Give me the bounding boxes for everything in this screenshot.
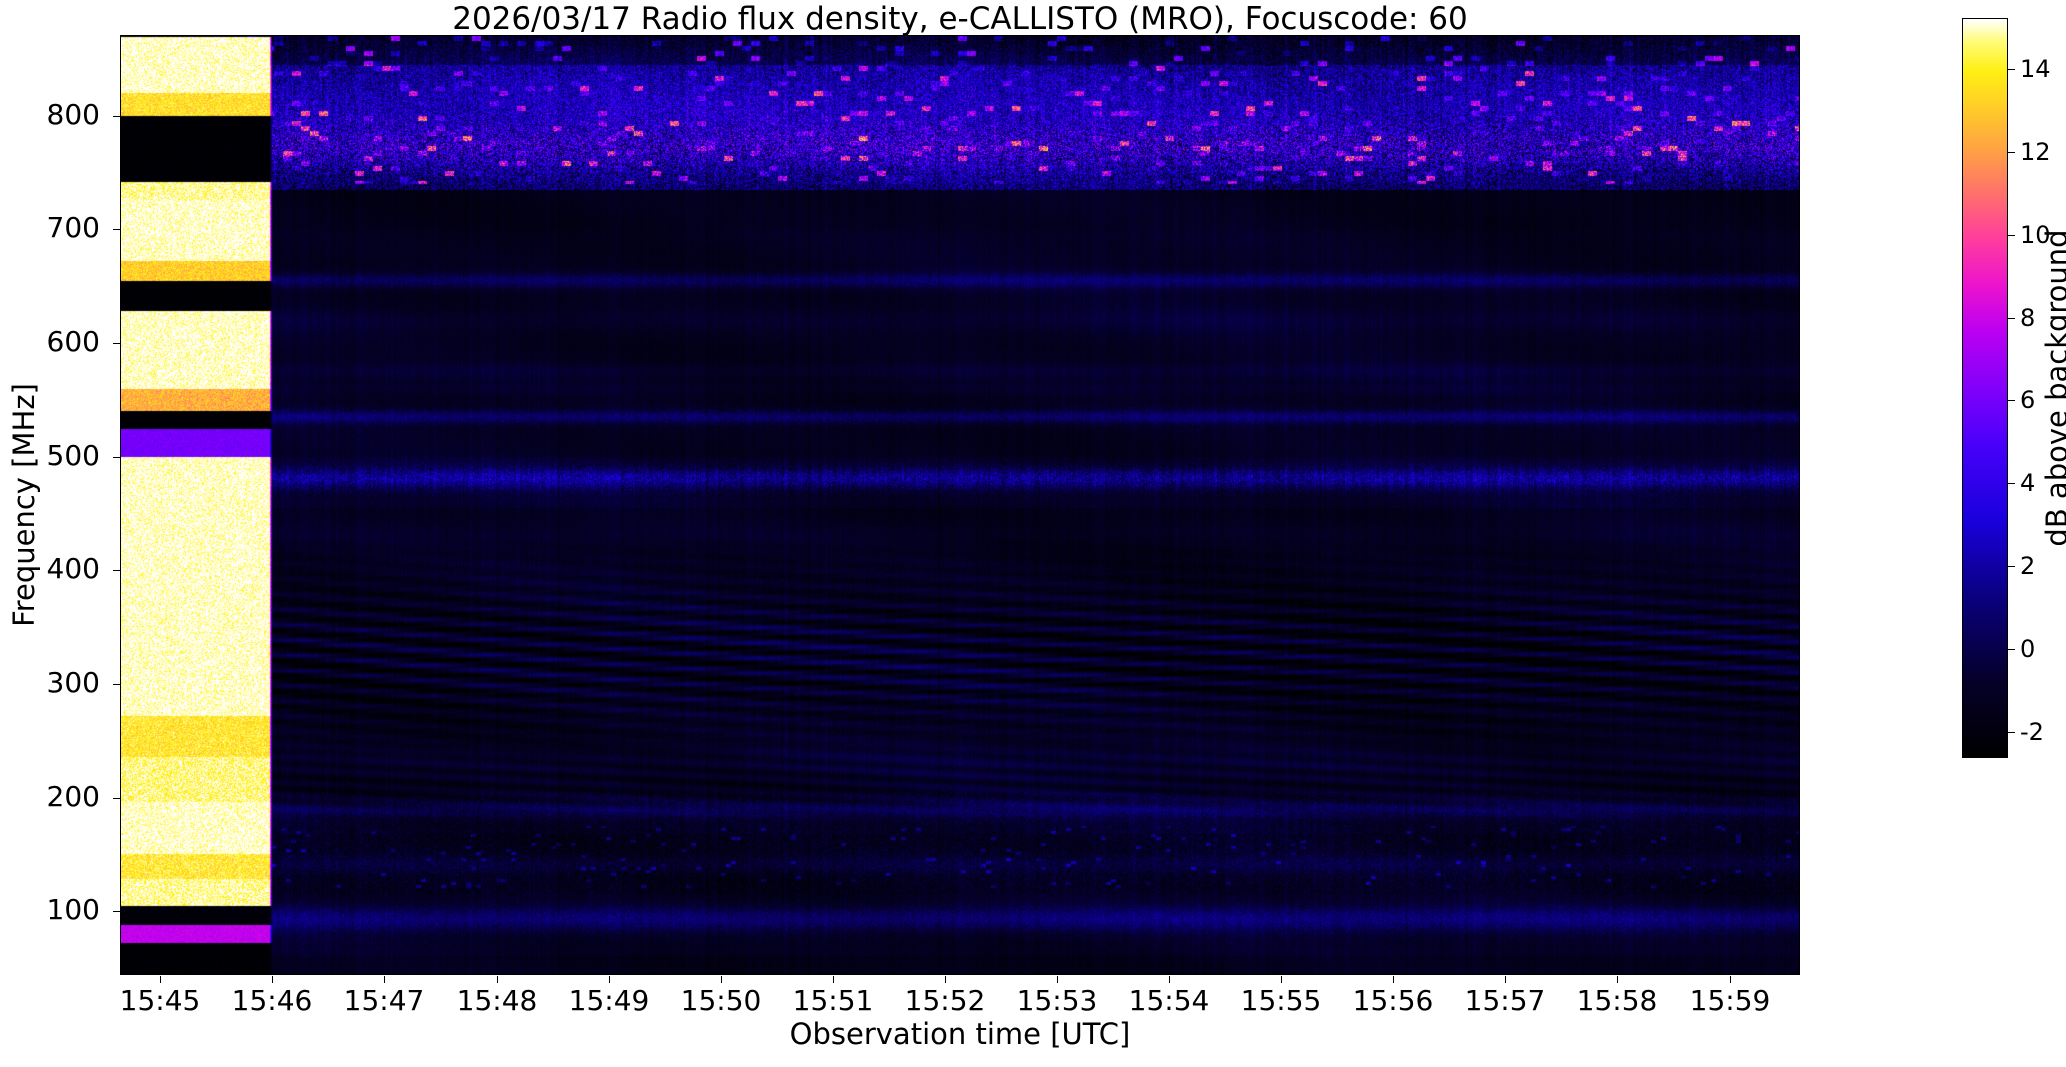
x-tick-mark: [272, 976, 273, 983]
colorbar-tick-mark: [2008, 649, 2015, 650]
x-tick-mark: [160, 976, 161, 983]
x-tick-label: 15:45: [119, 984, 201, 1017]
colorbar-tick-label: 10: [2020, 221, 2051, 249]
x-tick-mark: [1057, 976, 1058, 983]
x-tick-mark: [497, 976, 498, 983]
x-tick-label: 15:48: [456, 984, 538, 1017]
colorbar-tick-mark: [2008, 152, 2015, 153]
colorbar-label: dB above background: [2040, 229, 2066, 547]
y-tick-mark: [113, 229, 120, 230]
colorbar-tick-label: 6: [2020, 386, 2036, 414]
colorbar-tick-label: 8: [2020, 304, 2036, 332]
x-tick-mark: [1505, 976, 1506, 983]
x-tick-label: 15:58: [1576, 984, 1658, 1017]
y-axis-label: Frequency [MHz]: [7, 383, 41, 627]
colorbar-tick-label: 14: [2020, 55, 2051, 83]
x-tick-label: 15:56: [1352, 984, 1434, 1017]
y-tick-mark: [113, 457, 120, 458]
y-tick-mark: [113, 911, 120, 912]
y-tick-label: 200: [46, 780, 100, 813]
spectrogram-image: [121, 36, 1799, 974]
x-tick-label: 15:55: [1240, 984, 1322, 1017]
y-tick-label: 100: [46, 893, 100, 926]
colorbar-tick-mark: [2008, 732, 2015, 733]
x-tick-label: 15:53: [1016, 984, 1098, 1017]
colorbar-tick-label: 12: [2020, 138, 2051, 166]
colorbar: [1962, 18, 2008, 758]
x-tick-mark: [721, 976, 722, 983]
x-tick-mark: [1281, 976, 1282, 983]
x-tick-mark: [1169, 976, 1170, 983]
colorbar-tick-label: -2: [2020, 718, 2044, 746]
x-tick-label: 15:51: [792, 984, 874, 1017]
colorbar-gradient: [1963, 19, 2007, 757]
y-tick-label: 300: [46, 666, 100, 699]
y-tick-label: 700: [46, 211, 100, 244]
x-tick-label: 15:46: [231, 984, 313, 1017]
colorbar-tick-mark: [2008, 318, 2015, 319]
x-tick-label: 15:52: [904, 984, 986, 1017]
y-tick-label: 400: [46, 552, 100, 585]
x-tick-label: 15:47: [343, 984, 425, 1017]
colorbar-tick-mark: [2008, 566, 2015, 567]
x-tick-mark: [384, 976, 385, 983]
x-tick-mark: [833, 976, 834, 983]
colorbar-tick-mark: [2008, 69, 2015, 70]
x-tick-mark: [945, 976, 946, 983]
x-tick-mark: [1393, 976, 1394, 983]
colorbar-tick-mark: [2008, 400, 2015, 401]
y-tick-mark: [113, 343, 120, 344]
plot-area: [120, 35, 1800, 975]
x-tick-label: 15:50: [680, 984, 762, 1017]
y-tick-label: 600: [46, 325, 100, 358]
colorbar-tick-mark: [2008, 483, 2015, 484]
x-axis-label: Observation time [UTC]: [789, 1017, 1131, 1051]
colorbar-tick-label: 0: [2020, 635, 2036, 663]
x-tick-mark: [1617, 976, 1618, 983]
y-tick-mark: [113, 570, 120, 571]
y-tick-label: 800: [46, 98, 100, 131]
page-title: 2026/03/17 Radio flux density, e-CALLIST…: [452, 1, 1468, 37]
y-tick-mark: [113, 798, 120, 799]
y-tick-mark: [113, 684, 120, 685]
colorbar-tick-label: 4: [2020, 469, 2036, 497]
colorbar-tick-mark: [2008, 235, 2015, 236]
x-tick-label: 15:49: [568, 984, 650, 1017]
x-tick-label: 15:59: [1689, 984, 1771, 1017]
x-tick-label: 15:57: [1464, 984, 1546, 1017]
y-tick-mark: [113, 116, 120, 117]
x-tick-mark: [609, 976, 610, 983]
colorbar-tick-label: 2: [2020, 552, 2036, 580]
x-tick-label: 15:54: [1128, 984, 1210, 1017]
x-tick-mark: [1730, 976, 1731, 983]
y-tick-label: 500: [46, 439, 100, 472]
